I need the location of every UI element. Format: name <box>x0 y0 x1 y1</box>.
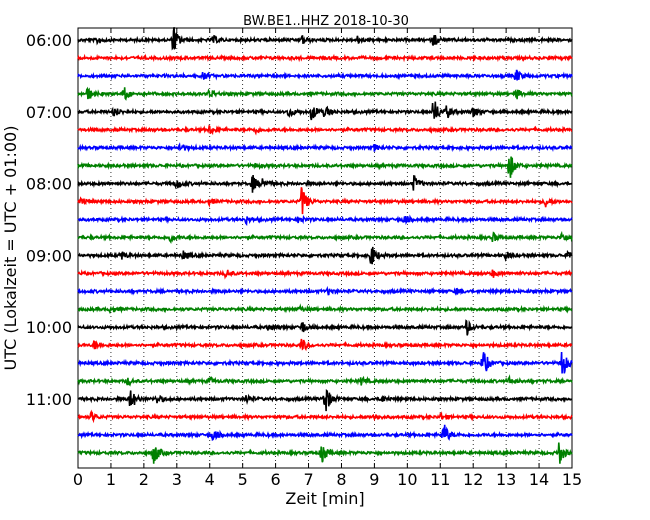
x-tick-label: 6 <box>271 470 281 489</box>
trace-line <box>77 351 573 374</box>
x-tick-label: 3 <box>172 470 182 489</box>
trace-line <box>77 187 573 215</box>
trace-line <box>77 27 573 51</box>
x-tick-label: 8 <box>336 470 346 489</box>
trace-line <box>77 246 573 265</box>
y-tick-label: 08:00 <box>26 175 72 194</box>
trace-line <box>77 86 573 101</box>
y-tick-label: 11:00 <box>26 390 72 409</box>
x-tick-label: 14 <box>529 470 549 489</box>
x-axis-label: Zeit [min] <box>285 489 364 508</box>
trace-line <box>77 338 573 352</box>
trace-line <box>77 53 573 63</box>
x-tick-label: 9 <box>369 470 379 489</box>
trace-line <box>77 424 573 442</box>
x-tick-label: 5 <box>238 470 248 489</box>
chart-title: BW.BE1..HHZ 2018-10-30 <box>243 14 409 29</box>
trace-line <box>77 442 573 464</box>
trace-line <box>77 303 573 315</box>
seismogram-traces <box>77 27 573 464</box>
y-tick-label: 10:00 <box>26 318 72 337</box>
x-axis-ticks: 0 1 2 3 4 5 6 7 8 9 10 11 12 13 14 15 <box>73 28 582 489</box>
trace-line <box>77 101 573 121</box>
x-tick-label: 7 <box>303 470 313 489</box>
x-tick-label: 4 <box>205 470 215 489</box>
plot-frame <box>77 27 573 469</box>
y-tick-label: 09:00 <box>26 246 72 265</box>
trace-line <box>77 285 573 296</box>
grid-lines <box>110 28 540 468</box>
trace-line <box>77 69 573 81</box>
y-tick-label: 07:00 <box>26 103 72 122</box>
trace-line <box>77 319 573 336</box>
trace-line <box>77 142 573 153</box>
trace-line <box>77 214 573 227</box>
x-tick-label: 2 <box>139 470 149 489</box>
trace-line <box>77 269 572 280</box>
x-tick-label: 13 <box>496 470 516 489</box>
x-tick-label: 0 <box>73 470 83 489</box>
y-tick-label: 06:00 <box>26 31 72 50</box>
trace-line <box>77 409 573 424</box>
x-tick-label: 1 <box>106 470 116 489</box>
trace-line <box>77 374 573 387</box>
x-tick-label: 12 <box>463 470 483 489</box>
trace-line <box>77 124 573 136</box>
y-axis-ticks: 06:00 07:00 08:00 09:00 10:00 11:00 <box>26 31 572 409</box>
trace-line <box>77 230 573 244</box>
x-tick-label: 10 <box>397 470 417 489</box>
trace-line <box>77 156 573 178</box>
x-tick-label: 11 <box>430 470 450 489</box>
trace-line <box>77 389 573 412</box>
y-axis-label: UTC (Lokalzeit = UTC + 01:00) <box>1 126 20 371</box>
x-tick-label: 15 <box>562 470 582 489</box>
trace-line <box>77 174 573 193</box>
